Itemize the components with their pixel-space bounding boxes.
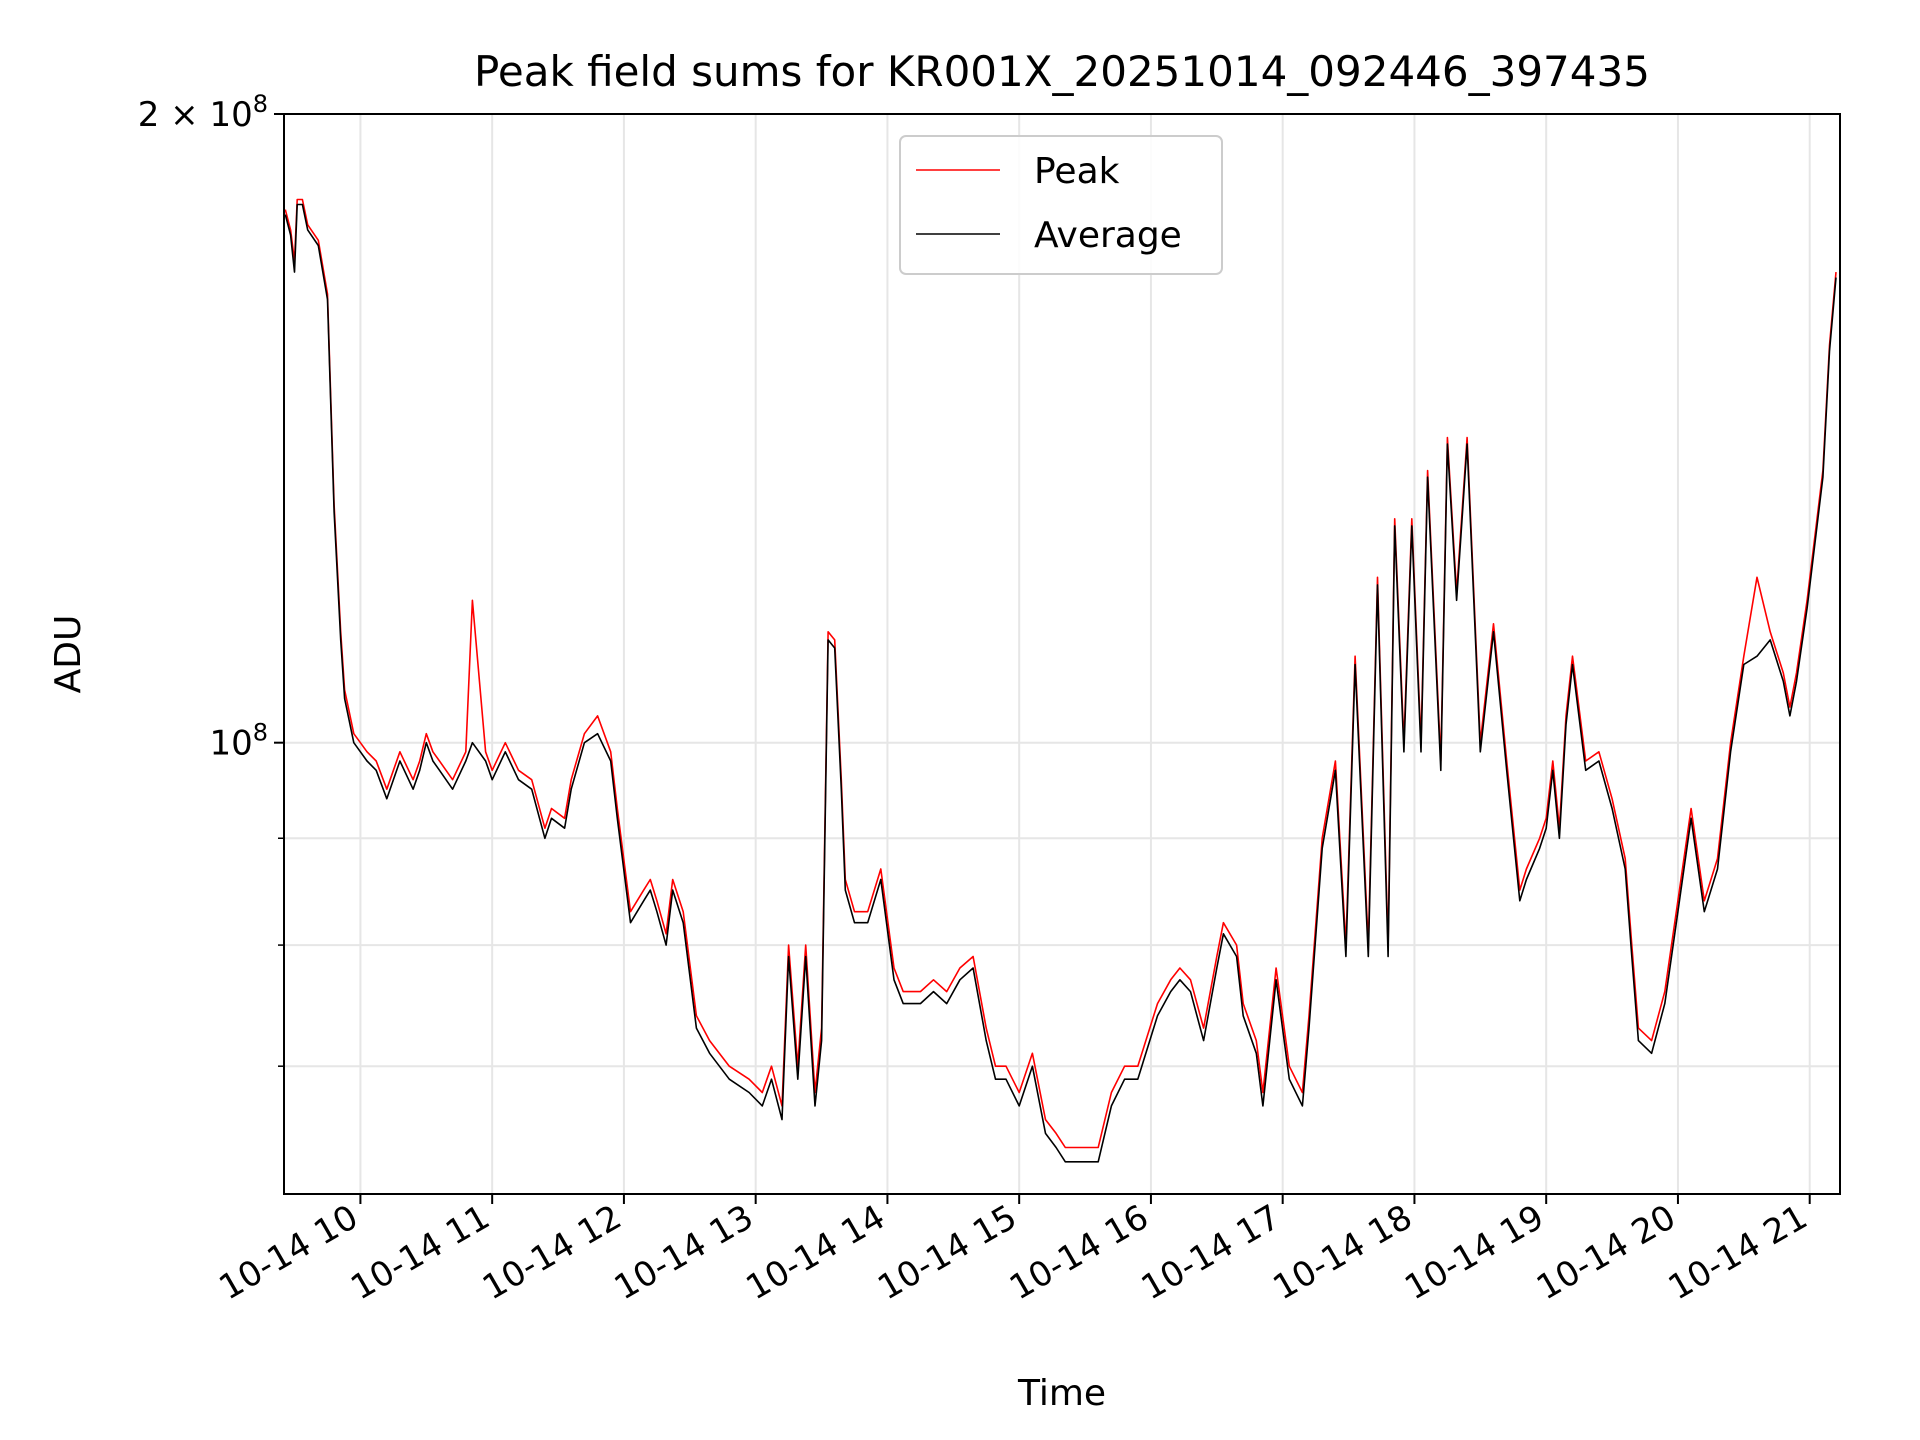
plot-layer: [284, 198, 1837, 1163]
y-tick-label: 108: [209, 719, 268, 764]
y-axis-label: ADU: [48, 615, 89, 694]
chart-title: Peak field sums for KR001X_20251014_0924…: [474, 47, 1650, 96]
plot-frame: [283, 113, 1841, 1195]
legend-label-average: Average: [1034, 215, 1182, 256]
series-line-average: [284, 203, 1837, 1163]
legend-label-peak: Peak: [1034, 151, 1120, 192]
legend: Peak Average: [899, 135, 1223, 275]
x-axis-label: Time: [1017, 1373, 1106, 1414]
grid-layer: [284, 113, 1840, 1194]
y-tick-label: 2 × 108: [138, 90, 268, 135]
